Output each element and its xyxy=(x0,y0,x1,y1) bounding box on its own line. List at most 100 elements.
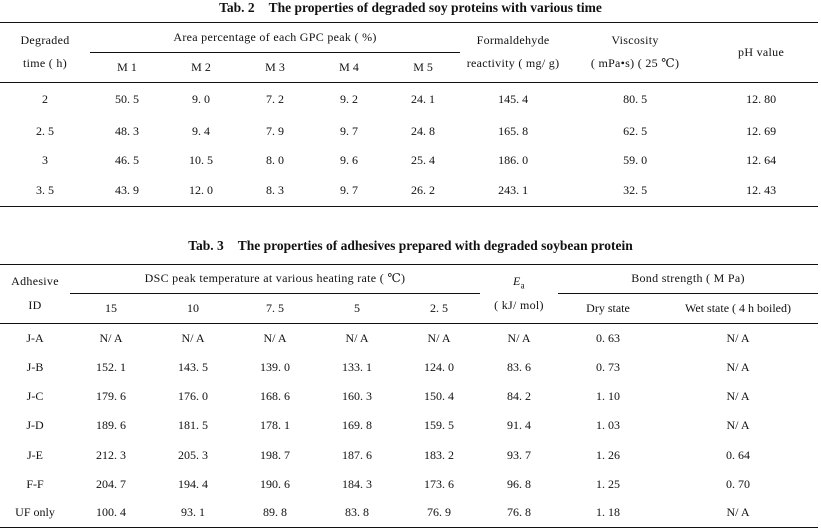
table3-cell: 1. 10 xyxy=(596,389,620,404)
table-row: J-A N/ A N/ A N/ A N/ A N/ A N/ A 0. 63 … xyxy=(0,324,818,354)
table2-cell: 50. 5 xyxy=(115,92,139,107)
table2-cell: 24. 1 xyxy=(411,92,436,107)
table2-cell: 9. 2 xyxy=(340,92,358,107)
table-row: J-B 152. 1 143. 5 139. 0 133. 1 124. 0 8… xyxy=(0,354,818,383)
table2-cell: 59. 0 xyxy=(623,153,648,168)
table3-cell: 76. 8 xyxy=(507,505,531,520)
table2-header-peak-m5: M 5 xyxy=(386,52,461,83)
table3-cell: 1. 26 xyxy=(596,447,620,462)
table3-header-rate-5: 5 xyxy=(316,293,398,324)
table2-cell: 8. 3 xyxy=(266,182,284,197)
table3-cell: 93. 1 xyxy=(181,505,205,520)
table2-header-degraded-time: Degraded time ( h) xyxy=(0,22,90,83)
table3-cell: N/ A xyxy=(726,505,750,520)
table2-cell: 46. 5 xyxy=(115,153,139,168)
table3-cell: 160. 3 xyxy=(342,389,372,404)
table3-cell: J-A xyxy=(26,330,44,345)
table3-header-rate-2-5: 2. 5 xyxy=(398,293,480,324)
table2-header-formaldehyde: Formaldehyde reactivity ( mg/ g) xyxy=(460,22,567,83)
table3-cell: 204. 7 xyxy=(96,477,126,492)
table3-cell: J-E xyxy=(27,447,43,462)
table2-caption-text: The properties of degraded soy proteins … xyxy=(268,0,602,15)
table3-header-ea: Ea ( kJ/ mol) xyxy=(480,264,558,324)
table3-cell: N/ A xyxy=(181,330,205,345)
table3-cell: 150. 4 xyxy=(424,389,454,404)
table3-caption: Tab. 3 The properties of adhesives prepar… xyxy=(0,238,821,254)
table3-cell: 133. 1 xyxy=(342,360,372,375)
table3-cell: 169. 8 xyxy=(342,418,372,433)
table3-header-adhesive-id: Adhesive ID xyxy=(0,264,70,324)
table-row: 3. 5 43. 9 12. 0 8. 3 9. 7 26. 2 243. 1 … xyxy=(0,176,819,207)
table3-header-ea-unit: ( kJ/ mol) xyxy=(494,298,544,313)
table2-header-degraded-line2: time ( h) xyxy=(22,56,68,70)
table3-cell: 212. 3 xyxy=(96,447,126,462)
table-row: J-C 179. 6 176. 0 168. 6 160. 3 150. 4 8… xyxy=(0,383,818,412)
table3-cell: 205. 3 xyxy=(178,447,208,462)
table2-cell: 26. 2 xyxy=(411,182,436,197)
table3-cell: N/ A xyxy=(726,360,750,375)
table2-header-peak-m3: M 3 xyxy=(238,52,312,83)
table2-cell: 243. 1 xyxy=(498,182,529,197)
table2-cell: 12. 43 xyxy=(746,182,777,197)
table-row: J-E 212. 3 205. 3 198. 7 187. 6 183. 2 9… xyxy=(0,441,818,471)
table3-cell: 1. 03 xyxy=(596,418,620,433)
table2-cell: 48. 3 xyxy=(115,124,139,139)
table3-cell: 96. 8 xyxy=(507,477,531,492)
table2-header-viscosity-line1: Viscosity xyxy=(611,33,659,48)
table2-cell: 2. 5 xyxy=(36,124,54,139)
table2-header-formaldehyde-line2: reactivity ( mg/ g) xyxy=(466,56,560,70)
table2-header-row-1: Degraded time ( h) Area percentage of ea… xyxy=(0,22,819,83)
table2-cell: 9. 0 xyxy=(192,92,210,107)
table2-cell: 3 xyxy=(42,153,48,168)
table3-cell: 173. 6 xyxy=(424,477,454,492)
table3-cell: N/ A xyxy=(345,330,369,345)
table2: Degraded time ( h) Area percentage of ea… xyxy=(0,22,819,207)
table3-cell: F-F xyxy=(26,477,44,492)
table3-cell: 179. 6 xyxy=(96,389,126,404)
table2-header-peak-m2: M 2 xyxy=(164,52,238,83)
table2-cell: 32. 5 xyxy=(623,182,648,197)
table3-cell: 176. 0 xyxy=(178,389,208,404)
table3-cell: 84. 2 xyxy=(507,389,531,404)
table-row: 3 46. 5 10. 5 8. 0 9. 6 25. 4 186. 0 59.… xyxy=(0,147,818,176)
table2-header-formaldehyde-line1: Formaldehyde xyxy=(476,33,550,48)
table2-cell: 165. 8 xyxy=(498,124,529,139)
table3-cell: 89. 8 xyxy=(263,505,287,520)
table3-cell: 194. 4 xyxy=(178,477,208,492)
table2-cell: 7. 2 xyxy=(266,92,284,107)
table3-cell: N/ A xyxy=(726,418,750,433)
table2-header-ph: pH value xyxy=(704,22,819,83)
table2-header-peak-m4: M 4 xyxy=(312,52,386,83)
table2-header-viscosity: Viscosity ( mPa•s) ( 25 ℃) xyxy=(566,22,705,83)
table3-cell: 0. 64 xyxy=(726,447,750,462)
table3-cell: 178. 1 xyxy=(260,418,290,433)
table2-header-degraded-line1: Degraded xyxy=(20,33,70,48)
table3-cell: 181. 5 xyxy=(178,418,208,433)
table2-cell: 62. 5 xyxy=(623,124,648,139)
table3-cell: UF only xyxy=(15,505,55,520)
table2-cell: 25. 4 xyxy=(411,153,436,168)
table2-cell: 24. 8 xyxy=(411,124,436,139)
table3-header-wet: Wet state ( 4 h boiled) xyxy=(658,293,819,324)
table3-header-adhesive-line2: ID xyxy=(28,298,42,312)
table2-cell: 9. 4 xyxy=(192,124,210,139)
table3-cell: 187. 6 xyxy=(342,447,372,462)
table2-cell: 12. 64 xyxy=(746,153,777,168)
table2-caption-number: Tab. 2 xyxy=(219,0,255,15)
table3-cell: 100. 4 xyxy=(96,505,126,520)
table3-header-dry: Dry state xyxy=(558,293,658,324)
table3-cell: 124. 0 xyxy=(424,360,454,375)
table3-cell: 152. 1 xyxy=(96,360,126,375)
table3-cell: 159. 5 xyxy=(424,418,454,433)
table-row: J-D 189. 6 181. 5 178. 1 169. 8 159. 5 9… xyxy=(0,412,818,441)
table3-cell: 139. 0 xyxy=(260,360,290,375)
table3-cell: 1. 25 xyxy=(596,477,620,492)
table3-cell: 198. 7 xyxy=(260,447,290,462)
table2-cell: 43. 9 xyxy=(115,182,139,197)
table3: Adhesive ID DSC peak temperature at vari… xyxy=(0,264,819,528)
table2-cell: 2 xyxy=(42,92,48,107)
table2-header-area-group: Area percentage of each GPC peak ( %) xyxy=(90,22,461,53)
table3-cell: N/ A xyxy=(507,330,531,345)
table3-cell: N/ A xyxy=(726,389,750,404)
